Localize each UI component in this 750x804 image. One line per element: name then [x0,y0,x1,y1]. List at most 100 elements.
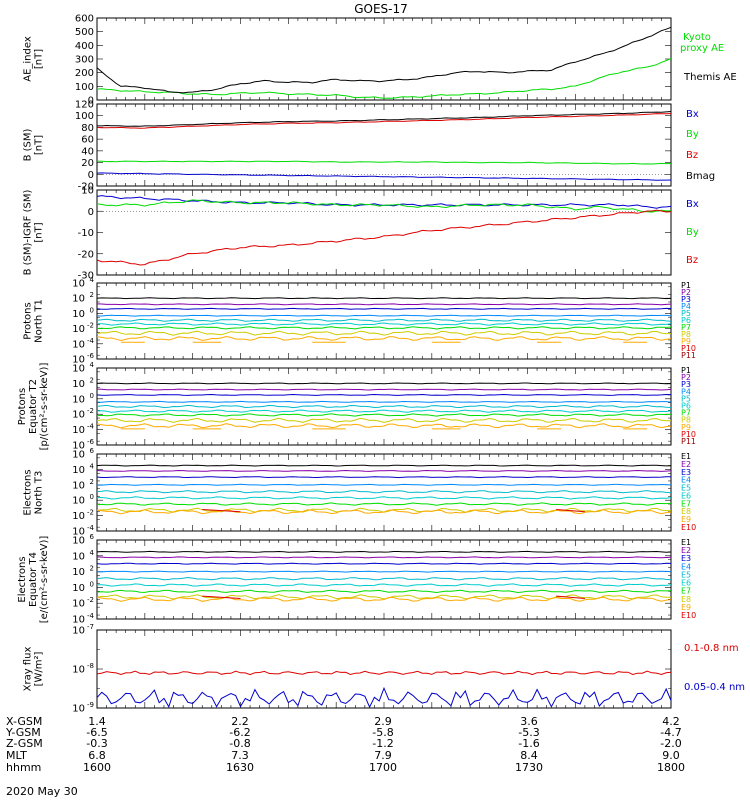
y-tick-label: 10 [72,536,85,547]
series-line-bz [96,209,672,266]
legend-xray-long: 0.1-0.8 nm [684,643,739,654]
y-axis-label-1: [nT] [34,135,45,155]
legend-bz: Bz [686,255,698,266]
y-tick-label: 10 [72,665,85,676]
footer-value: -5.3 [518,726,539,739]
y-tick-label: 10 [72,379,85,390]
y-tick-label: 100 [75,82,94,93]
legend-e6: E6 [681,579,691,588]
xray-series-line [96,686,672,709]
legend-e9: E9 [681,603,691,612]
legend-kyoto: Kyoto [683,32,711,43]
legend-e8: E8 [681,507,691,516]
footer-value: 1.4 [88,715,106,728]
y-tick-exponent: -6 [87,352,95,360]
y-tick-label: 10 [72,567,85,578]
y-axis-label-6: Electrons [17,556,28,602]
y-tick-exponent: 4 [90,462,95,470]
flux-channel-line-6 [96,322,672,326]
y-tick-label: 10 [72,364,85,375]
y-tick-exponent: -2 [87,407,94,415]
series-line-by [96,199,672,213]
legend-p10: P10 [681,430,696,439]
flux-channel-line-9 [96,423,672,429]
y-tick-label: 10 [72,496,85,507]
footer-value: -5.8 [372,726,393,739]
legend-p8: P8 [681,416,691,425]
legend-e5: E5 [681,570,691,579]
y-axis-label-4: Protons [17,388,28,425]
legend-p6: P6 [681,316,691,325]
legend-bmag: Bmag [686,171,715,182]
series-line-bx [96,195,672,209]
flux-channel-line-2 [96,556,672,559]
y-tick-label: 10 [72,704,85,715]
flux-channel-line-7 [96,326,672,330]
legend-e1: E1 [681,538,691,547]
y-tick-exponent: 4 [90,549,95,557]
y-tick-exponent: 6 [90,533,95,541]
flux-fragment [202,595,241,599]
legend-p11: P11 [681,351,696,360]
legend-p1: P1 [681,366,691,375]
y-tick-label: 60 [81,135,94,146]
legend-p7: P7 [681,323,691,332]
footer-value: 1800 [657,761,685,774]
y-tick-label: 10 [72,527,85,538]
y-axis-label-6: Equator T4 [28,552,39,607]
footer-value: 2.9 [374,715,392,728]
series-line-bx [96,172,672,181]
y-tick-label: 10 [72,410,85,421]
y-tick-label: 10 [72,339,85,350]
footer-row-label: Y-GSM [5,726,41,739]
y-tick-label: 10 [72,279,85,290]
footer-value: 3.6 [520,715,538,728]
flux-channel-line-1 [96,464,672,467]
flux-channel-line-5 [96,490,672,494]
y-axis-label-5: Electrons [23,469,34,515]
legend-p3: P3 [681,380,691,389]
y-tick-exponent: 2 [90,478,94,486]
footer-value: 7.3 [231,749,249,762]
plot-title: GOES-17 [354,2,408,16]
xray-series-line [96,670,672,676]
legend-p4: P4 [681,302,691,311]
y-tick-exponent: -6 [87,438,95,446]
y-tick-exponent: 0 [90,392,94,400]
legend-themis-ae: Themis AE [683,72,737,83]
y-tick-label: 10 [81,186,94,197]
y-tick-exponent: -9 [87,701,94,709]
legend-p8: P8 [681,330,691,339]
flux-channel-line-9 [96,335,672,342]
y-tick-label: 10 [72,583,85,594]
y-tick-label: 10 [72,355,85,366]
flux-channel-line-7 [96,589,672,594]
footer-value: 9.0 [662,749,680,762]
flux-channel-line-2 [96,388,672,391]
y-axis-label-1: B (SM) [23,128,34,161]
flux-channel-line-7 [96,502,672,506]
legend-bz: Bz [686,150,698,161]
legend-p2: P2 [681,373,691,382]
flux-channel-line-2 [96,469,672,472]
flux-channel-line-1 [96,550,672,553]
legend-p10: P10 [681,344,696,353]
legend-e10: E10 [681,523,696,532]
flux-channel-line-8 [96,330,671,336]
footer-value: 7.9 [374,749,392,762]
y-tick-label: 10 [72,511,85,522]
flux-channel-line-4 [96,400,672,403]
flux-channel-line-4 [96,314,672,317]
y-tick-exponent: -2 [87,322,94,330]
legend-p1: P1 [681,281,691,290]
flux-channel-line-6 [96,409,672,413]
legend-e7: E7 [681,499,691,508]
y-tick-label: 10 [72,480,85,491]
y-tick-exponent: -4 [87,524,95,532]
footer-row-label: Z-GSM [6,737,43,750]
y-tick-label: 100 [75,111,94,122]
y-tick-exponent: 0 [90,306,94,314]
y-tick-label: 80 [81,123,94,134]
legend-e1: E1 [681,452,691,461]
